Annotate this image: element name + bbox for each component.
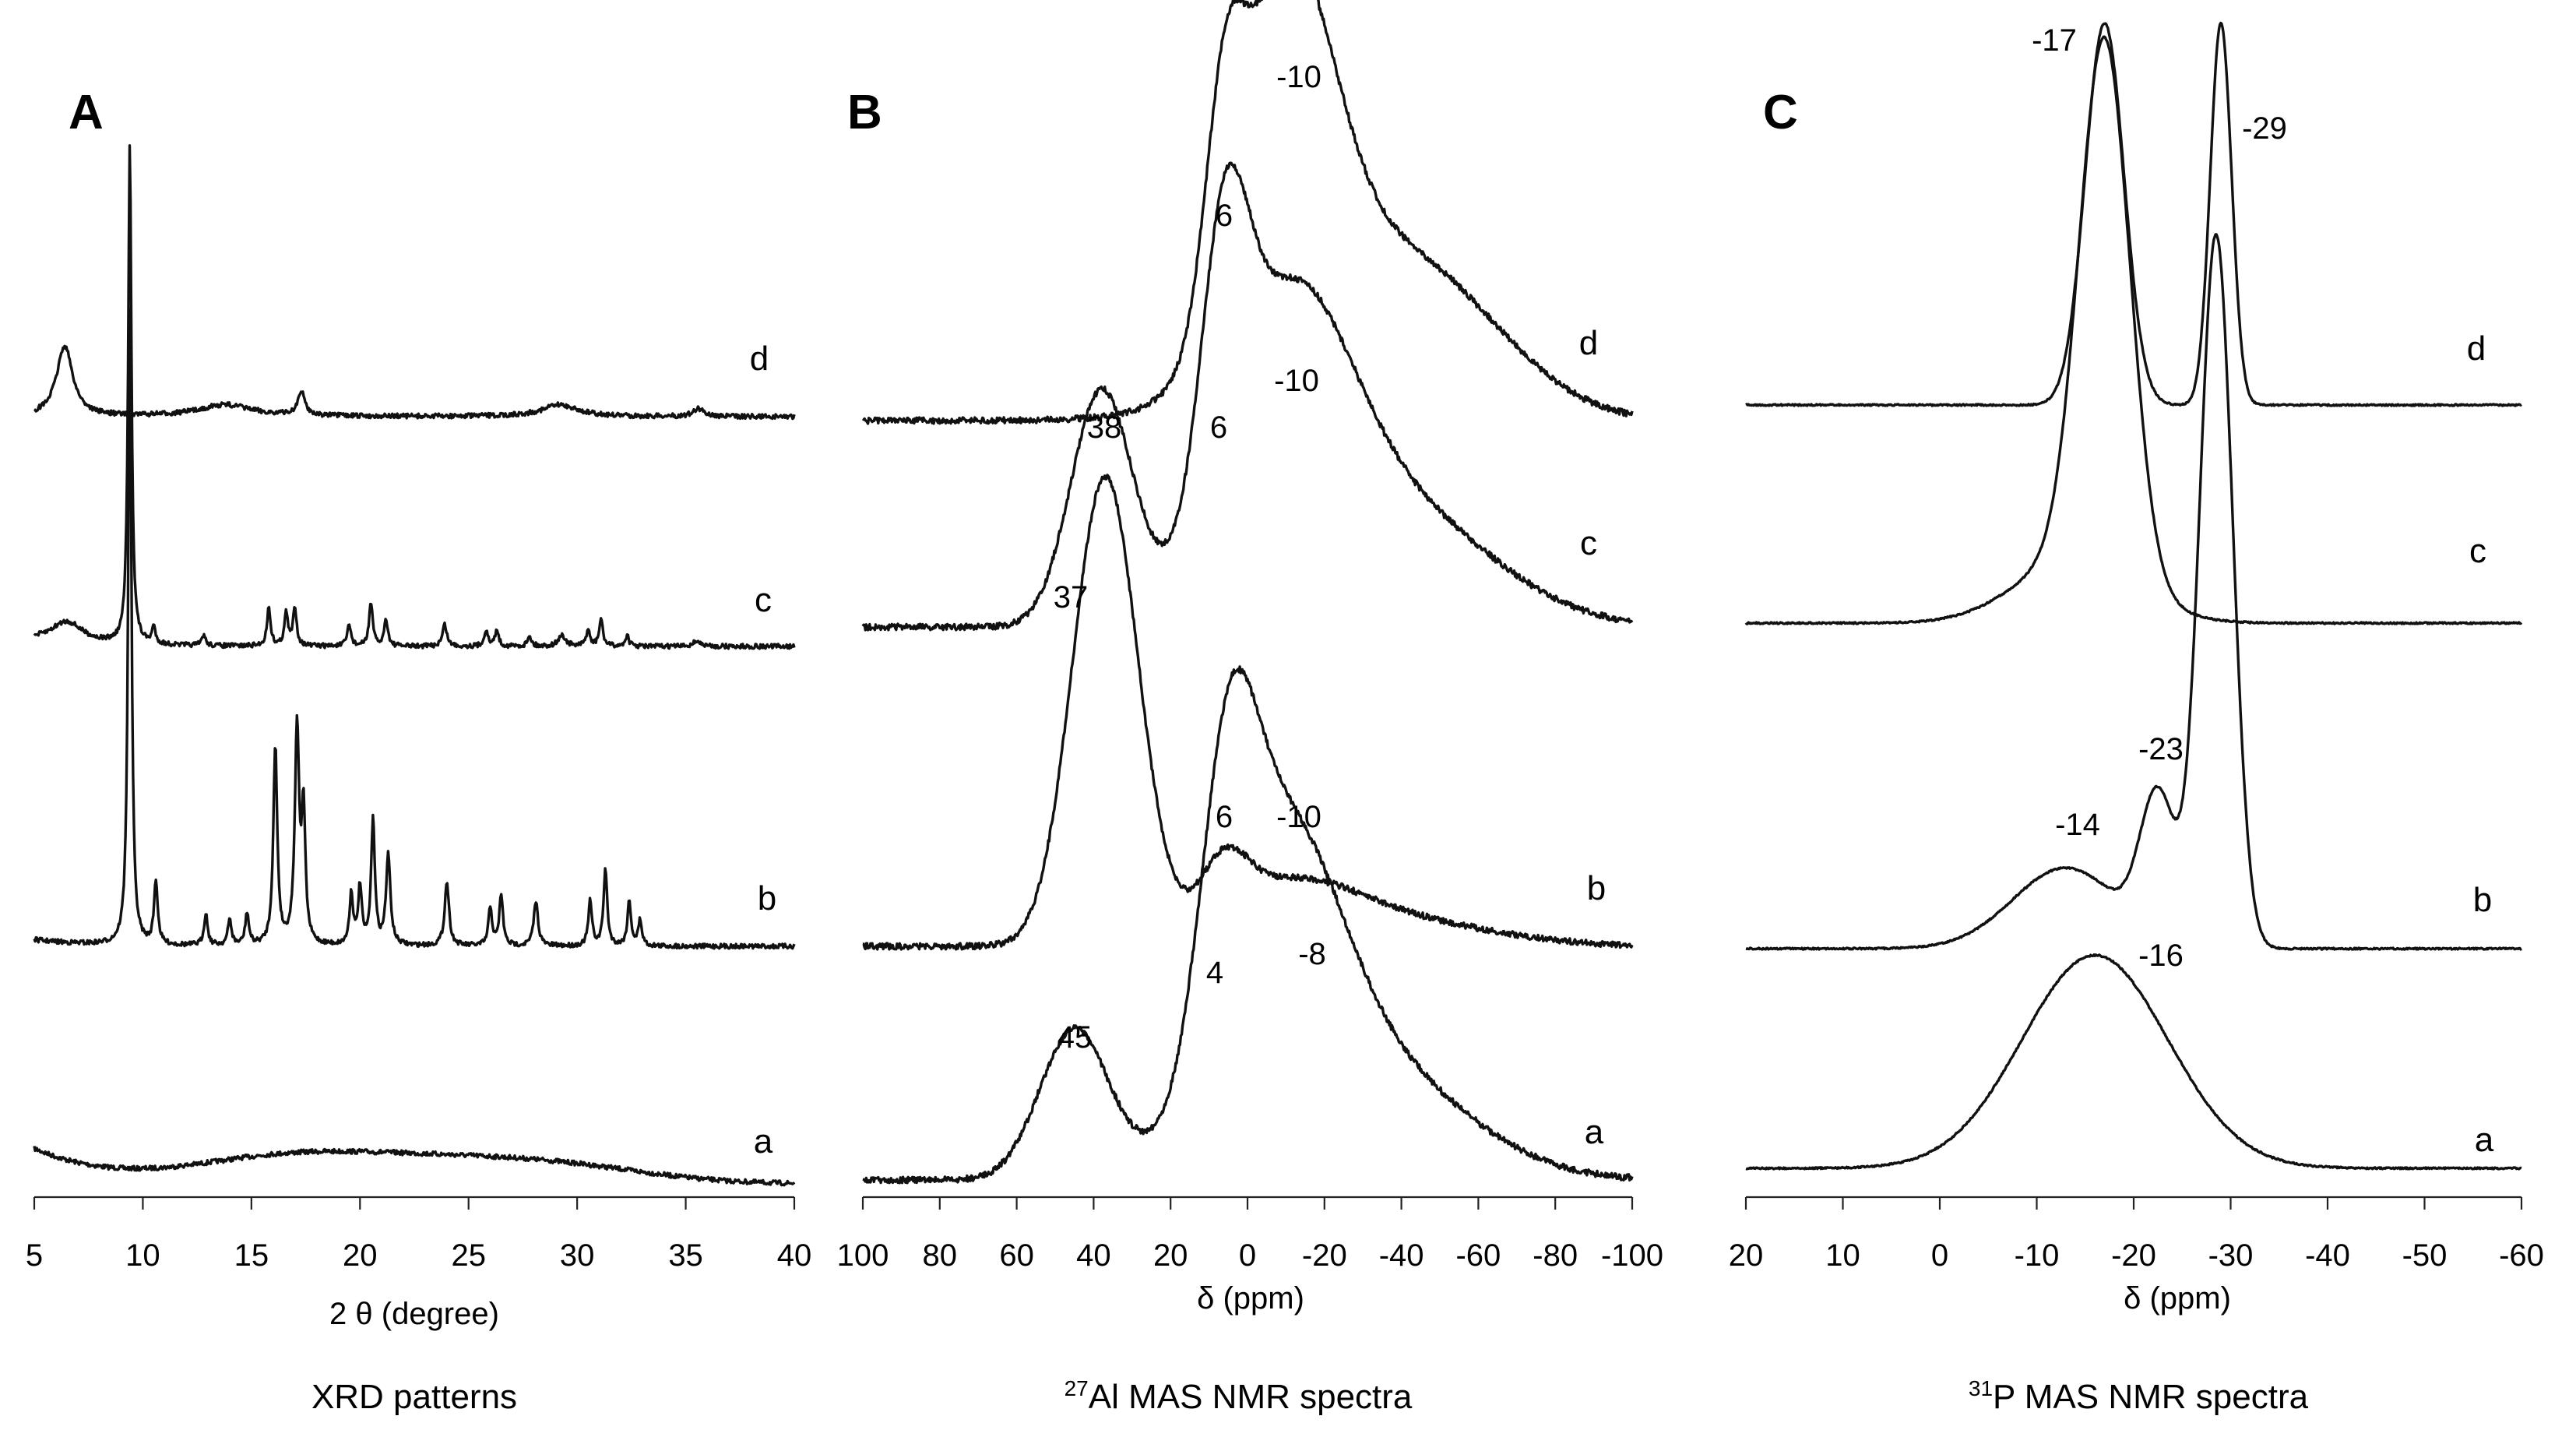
tick-label: -60	[2499, 1238, 2544, 1273]
panel-c: C a b c d -16 -14 -23 -29 -17 20 10 0 -10 -20 -30 -40 -…	[1729, 21, 2544, 1416]
panel-c-letter: C	[1763, 86, 1798, 139]
trace-d	[861, 0, 1634, 425]
tick-label: 20	[1153, 1238, 1188, 1273]
peak-label: -17	[2032, 23, 2077, 58]
panel-b-caption: 27Al MAS NMR spectra	[1065, 1376, 1413, 1416]
tick-label: 0	[1931, 1238, 1948, 1273]
panel-c-x-axis-label: δ (ppm)	[2124, 1281, 2231, 1316]
trace-label-a: a	[754, 1122, 773, 1161]
tick-label: -30	[2208, 1238, 2254, 1273]
peak-label: 6	[1216, 199, 1233, 233]
panel-b-traces	[861, 0, 1634, 1185]
tick-label: 0	[1239, 1238, 1256, 1273]
panel-a-ticks: 5 10 15 20 25 30 35 40	[26, 1197, 811, 1273]
tick-label: 20	[1729, 1238, 1764, 1273]
trace-label-c: c	[2469, 532, 2486, 570]
panel-c-ticks: 20 10 0 -10 -20 -30 -40 -50 -60	[1729, 1197, 2544, 1273]
panel-b-x-axis-label: δ (ppm)	[1197, 1281, 1304, 1316]
peak-label: -14	[2055, 808, 2100, 842]
tick-label: 40	[1076, 1238, 1111, 1273]
trace-d	[1745, 21, 2522, 407]
peak-label: -16	[2138, 939, 2184, 973]
peak-label: -23	[2138, 732, 2184, 766]
trace-d	[33, 344, 796, 421]
tick-label: -80	[1533, 1238, 1578, 1273]
tick-label: -40	[2305, 1238, 2350, 1273]
panel-a: A a b c d 5 10 15 20 25 30 35 40 2 θ (degree) XRD …	[26, 86, 811, 1416]
tick-label: 20	[343, 1238, 378, 1273]
tick-label: -20	[2111, 1238, 2156, 1273]
tick-label: -10	[2015, 1238, 2060, 1273]
trace-label-b: b	[1587, 869, 1606, 907]
trace-c	[33, 144, 796, 650]
trace-b	[1745, 233, 2522, 951]
tick-label: 5	[26, 1238, 43, 1273]
peak-label: -10	[1276, 800, 1321, 834]
peak-label: 37	[1054, 580, 1089, 615]
tick-label: -50	[2402, 1238, 2448, 1273]
peak-label: 38	[1087, 410, 1122, 445]
panel-a-letter: A	[69, 86, 104, 139]
panel-b-caption-rest: Al MAS NMR spectra	[1089, 1378, 1413, 1416]
panel-b: B a b c d 45 4 -8 37 6 -10 38 6 -10 6 -10 100 80 60 40 20 0…	[837, 0, 1663, 1416]
trace-b	[862, 474, 1634, 951]
trace-label-d: d	[2467, 329, 2486, 368]
trace-label-a: a	[2475, 1121, 2494, 1159]
trace-label-d: d	[750, 340, 769, 378]
tick-label: 35	[668, 1238, 703, 1273]
panel-b-letter: B	[847, 86, 882, 139]
tick-label: 40	[777, 1238, 812, 1273]
trace-c	[861, 161, 1634, 632]
trace-label-b: b	[758, 879, 776, 918]
panel-c-caption: 31P MAS NMR spectra	[1969, 1376, 2309, 1416]
peak-label: -8	[1298, 937, 1326, 971]
trace-a	[1745, 953, 2522, 1171]
tick-label: 10	[1825, 1238, 1860, 1273]
tick-label: 30	[560, 1238, 595, 1273]
panel-c-traces	[1744, 21, 2523, 1171]
trace-c	[1744, 35, 2523, 625]
tick-label: -40	[1379, 1238, 1424, 1273]
tick-label: -60	[1455, 1238, 1501, 1273]
tick-label: 100	[837, 1238, 889, 1273]
tick-label: 80	[923, 1238, 958, 1273]
panel-a-labels: a b c d	[750, 340, 776, 1161]
panel-b-ticks: 100 80 60 40 20 0 -20 -40 -60 -80 -100	[837, 1197, 1663, 1273]
panel-b-caption-sup: 27	[1065, 1376, 1089, 1400]
tick-label: -20	[1302, 1238, 1347, 1273]
trace-label-a: a	[1585, 1113, 1604, 1151]
panel-a-x-axis-label: 2 θ (degree)	[329, 1297, 499, 1331]
panel-a-traces	[33, 144, 796, 1187]
panel-c-caption-sup: 31	[1969, 1376, 1993, 1400]
trace-label-c: c	[755, 581, 772, 619]
peak-label: -10	[1276, 60, 1321, 94]
trace-label-c: c	[1580, 524, 1597, 562]
peak-label: -29	[2242, 111, 2287, 146]
peak-label: 6	[1210, 410, 1227, 445]
panel-c-labels: a b c d -16 -14 -23 -29 -17	[2032, 23, 2494, 1159]
tick-label: -100	[1601, 1238, 1663, 1273]
panel-a-caption: XRD patterns	[311, 1378, 517, 1416]
trace-label-b: b	[2473, 881, 2492, 919]
tick-label: 10	[125, 1238, 160, 1273]
tick-label: 15	[234, 1238, 269, 1273]
panel-c-caption-rest: P MAS NMR spectra	[1993, 1378, 2309, 1416]
peak-label: 45	[1057, 1020, 1093, 1055]
tick-label: 25	[451, 1238, 486, 1273]
panel-b-labels: a b c d 45 4 -8 37 6 -10 38 6 -10 6 -10	[1054, 60, 1606, 1151]
trace-a	[862, 665, 1634, 1185]
peak-label: 4	[1206, 956, 1223, 990]
trace-a	[33, 1146, 796, 1187]
peak-label: 6	[1216, 800, 1233, 834]
tick-label: 60	[999, 1238, 1034, 1273]
trace-label-d: d	[1579, 324, 1598, 362]
peak-label: -10	[1274, 364, 1319, 398]
trace-b	[33, 308, 796, 950]
